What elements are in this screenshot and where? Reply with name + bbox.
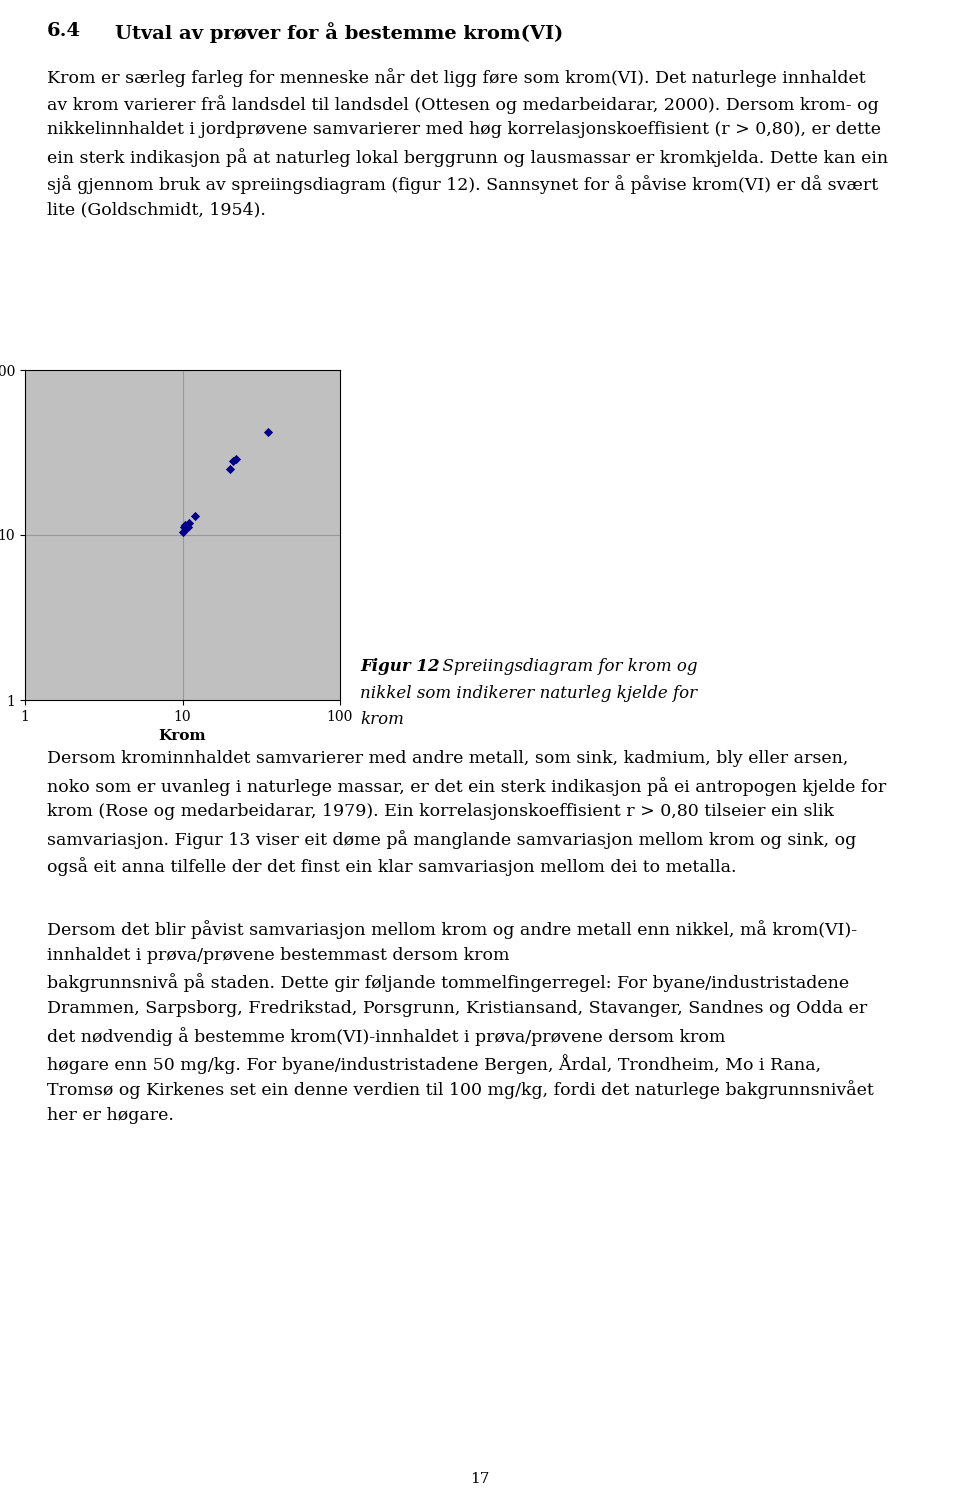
Text: krom: krom [360, 712, 404, 728]
Text: krom (Rose og medarbeidarar, 1979). Ein korrelasjonskoeffisient r > 0,80 tilseie: krom (Rose og medarbeidarar, 1979). Ein … [47, 804, 834, 820]
Text: lite (Goldschmidt, 1954).: lite (Goldschmidt, 1954). [47, 201, 266, 219]
Text: Drammen, Sarpsborg, Fredrikstad, Porsgrunn, Kristiansand, Stavanger, Sandnes og : Drammen, Sarpsborg, Fredrikstad, Porsgru… [47, 1000, 867, 1017]
Text: det nødvendig å bestemme krom(VI)-innhaldet i prøva/prøvene dersom krom: det nødvendig å bestemme krom(VI)-innhal… [47, 1027, 726, 1045]
Text: Dersom krominnhaldet samvarierer med andre metall, som sink, kadmium, bly eller : Dersom krominnhaldet samvarierer med and… [47, 749, 849, 768]
Text: høgare enn 50 mg/kg. For byane/industristadene Bergen, Årdal, Trondheim, Mo i Ra: høgare enn 50 mg/kg. For byane/industris… [47, 1054, 821, 1074]
Point [187, 505, 203, 529]
Text: Tromsø og Kirkenes set ein denne verdien til 100 mg/kg, fordi det naturlege bakg: Tromsø og Kirkenes set ein denne verdien… [47, 1080, 874, 1099]
Text: også eit anna tilfelle der det finst ein klar samvariasjon mellom dei to metalla: også eit anna tilfelle der det finst ein… [47, 858, 736, 876]
Point [181, 511, 197, 535]
Text: ein sterk indikasjon på at naturleg lokal berggrunn og lausmassar er kromkjelda.: ein sterk indikasjon på at naturleg loka… [47, 149, 888, 167]
Text: nikkelinnhaldet i jordprøvene samvarierer med høg korrelasjonskoeffisient (r > 0: nikkelinnhaldet i jordprøvene samvariere… [47, 122, 881, 138]
Point [177, 514, 192, 538]
Text: av krom varierer frå landsdel til landsdel (Ottesen og medarbeidarar, 2000). Der: av krom varierer frå landsdel til landsd… [47, 95, 878, 114]
Text: Spreiingsdiagram for krom og: Spreiingsdiagram for krom og [432, 658, 698, 674]
Point [222, 457, 237, 481]
Text: Dersom det blir påvist samvariasjon mellom krom og andre metall enn nikkel, må k: Dersom det blir påvist samvariasjon mell… [47, 921, 857, 939]
Text: samvariasjon. Figur 13 viser eit døme på manglande samvariasjon mellom krom og s: samvariasjon. Figur 13 viser eit døme på… [47, 831, 856, 849]
Text: Figur 12: Figur 12 [360, 658, 440, 674]
X-axis label: Krom: Krom [158, 730, 206, 743]
Text: innhaldet i prøva/prøvene bestemmast dersom krom: innhaldet i prøva/prøvene bestemmast der… [47, 946, 510, 964]
Point [180, 515, 196, 539]
Point [260, 421, 276, 445]
Text: bakgrunnsnivå på staden. Dette gir føljande tommelfingerregel: For byane/industr: bakgrunnsnivå på staden. Dette gir følja… [47, 973, 850, 993]
Point [179, 517, 194, 541]
Point [177, 515, 192, 539]
Text: her er høgare.: her er høgare. [47, 1107, 174, 1123]
Text: 17: 17 [470, 1472, 490, 1485]
Text: Krom er særleg farleg for menneske når det ligg føre som krom(VI). Det naturlege: Krom er særleg farleg for menneske når d… [47, 68, 866, 87]
Point [175, 520, 190, 544]
Text: 6.4: 6.4 [47, 23, 81, 41]
Text: nikkel som indikerer naturleg kjelde for: nikkel som indikerer naturleg kjelde for [360, 685, 697, 701]
Point [226, 449, 241, 473]
Text: noko som er uvanleg i naturlege massar, er det ein sterk indikasjon på ei antrop: noko som er uvanleg i naturlege massar, … [47, 777, 886, 796]
Point [228, 446, 244, 470]
Text: Utval av prøver for å bestemme krom(VI): Utval av prøver for å bestemme krom(VI) [115, 23, 564, 44]
Text: sjå gjennom bruk av spreiingsdiagram (figur 12). Sannsynet for å påvise krom(VI): sjå gjennom bruk av spreiingsdiagram (fi… [47, 174, 878, 194]
